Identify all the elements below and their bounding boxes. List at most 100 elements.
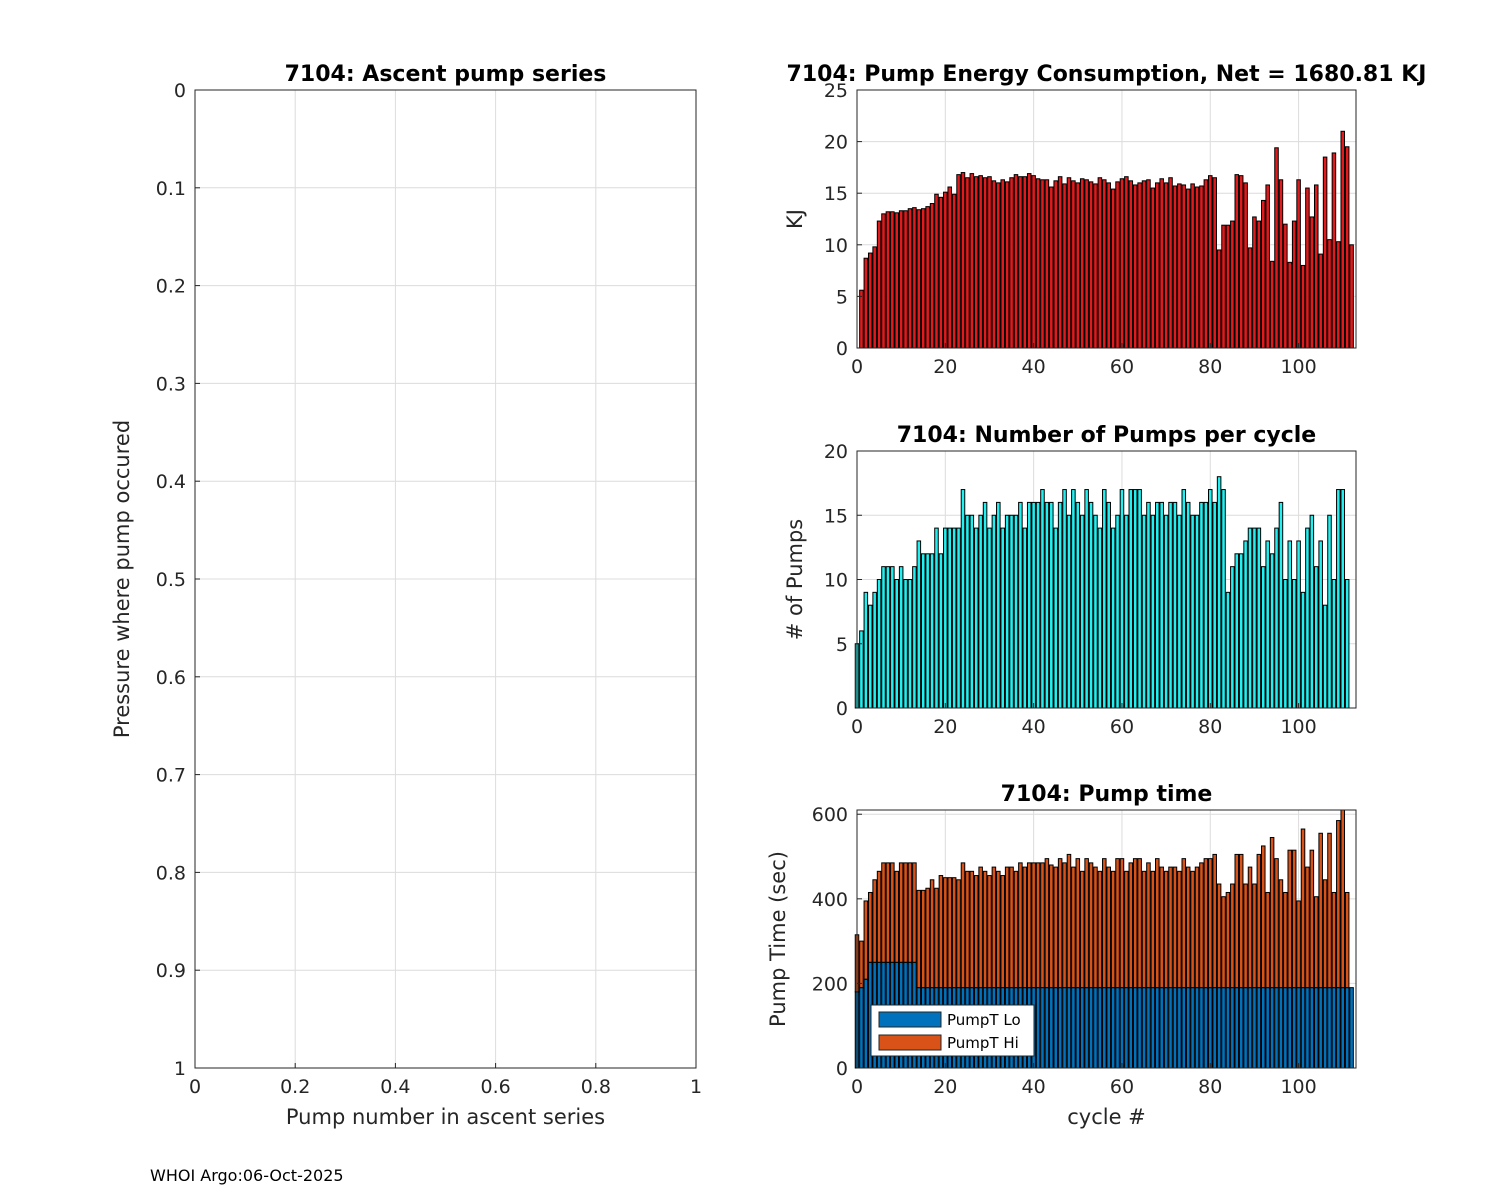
pumptime-ytick-label: 0: [836, 1058, 848, 1080]
pumptime-bar-lo: [1049, 987, 1054, 1069]
pumptime-bar-lo: [1146, 987, 1151, 1069]
energy-bar: [1115, 181, 1120, 349]
energy-bar: [885, 211, 891, 349]
pumptime-bar-hi: [1313, 896, 1319, 989]
pumptime-bar-hi: [934, 887, 939, 989]
energy-bar: [1168, 177, 1173, 349]
energy-bar: [1066, 177, 1072, 349]
pumptime-bar-hi: [1093, 866, 1098, 989]
pumptime-legend: PumpT Lo PumpT Hi: [870, 1004, 1035, 1057]
pumptime-bar-lo: [1287, 987, 1293, 1069]
energy-bar: [1040, 179, 1045, 349]
pumptime-bar-hi: [1079, 870, 1085, 989]
pumps-bar: [1194, 514, 1200, 709]
energy-bar: [1137, 182, 1142, 349]
pumps-bar: [859, 630, 864, 709]
energy-bar: [881, 213, 886, 349]
pumps-bar: [951, 527, 957, 709]
pumptime-bar-hi: [1004, 866, 1010, 989]
energy-bar: [1318, 253, 1323, 349]
pumps-bar: [1132, 489, 1138, 709]
pumptime-bar-hi: [1252, 883, 1257, 989]
pumps-bar: [938, 553, 944, 709]
pumptime-bar-hi: [912, 862, 917, 963]
energy-xtick-label: 40: [1022, 356, 1046, 378]
pumptime-bar-lo: [1044, 987, 1050, 1069]
pumps-ytick-label: 5: [836, 634, 848, 656]
pumptime-bar-hi: [1203, 858, 1209, 989]
energy-bar: [903, 210, 908, 349]
energy-bar: [1102, 179, 1107, 349]
pumptime-bar-lo: [1079, 987, 1085, 1069]
pumps-ytick-label: 10: [824, 570, 848, 592]
pumps-bar: [960, 489, 966, 709]
energy-bar: [1256, 220, 1262, 349]
pumps-bar: [991, 514, 997, 709]
pumptime-bar-hi: [1194, 866, 1200, 989]
pumptime-bar-hi: [1128, 862, 1134, 989]
pumptime-bar-hi: [894, 870, 900, 963]
pumps-bar: [881, 566, 886, 709]
pumps-bar: [1075, 501, 1081, 709]
energy-bar: [996, 182, 1001, 349]
ascent-xtick-label: 0.2: [280, 1076, 310, 1098]
pumptime-bar-hi: [1274, 858, 1279, 989]
energy-bar: [1234, 174, 1240, 349]
pumptime-bar-hi: [1057, 858, 1063, 989]
ascent-ytick-label: 0.6: [156, 667, 186, 689]
pumptime-ytick-label: 600: [812, 804, 848, 826]
pumptime-bar-hi: [859, 940, 864, 989]
pumptime-bar-lo: [1283, 987, 1288, 1069]
pumptime-bar-hi: [1296, 900, 1301, 989]
pumptime-bar-hi: [1102, 858, 1107, 989]
pumps-bar: [916, 540, 922, 709]
energy-bar: [982, 177, 988, 349]
energy-bar: [1132, 184, 1138, 349]
pumptime-bar-lo: [1247, 987, 1253, 1069]
pumptime-bar-lo: [1185, 987, 1191, 1069]
energy-bar: [876, 220, 882, 349]
pumps-title: 7104: Number of Pumps per cycle: [897, 423, 1316, 448]
energy-bar: [1013, 174, 1019, 349]
pumps-bar: [1256, 527, 1262, 709]
pumps-bar: [1172, 501, 1178, 709]
energy-bar: [1194, 186, 1200, 349]
energy-bar: [1327, 239, 1332, 349]
pumptime-bar-hi: [943, 877, 948, 989]
pumptime-bar-hi: [1283, 891, 1288, 989]
pumptime-bar-lo: [1040, 987, 1045, 1069]
pumptime-bar-hi: [973, 875, 979, 989]
ascent-xtick-label: 0: [189, 1076, 201, 1098]
pumps-bar: [1260, 566, 1266, 709]
energy-bar: [1075, 182, 1081, 349]
pumptime-ytick-label: 200: [812, 973, 848, 995]
pumptime-bar-hi: [1340, 809, 1346, 989]
pumptime-bar-lo: [1075, 987, 1081, 1069]
pumptime-bar-hi: [929, 879, 935, 989]
pumps-bar: [1093, 514, 1098, 709]
pumptime-bar-lo: [1124, 987, 1129, 1069]
pumps-bar: [898, 566, 904, 709]
pumps-bar: [1106, 501, 1111, 709]
pumptime-bar-lo: [1269, 987, 1275, 1069]
ascent-ytick-label: 0.1: [156, 178, 186, 200]
pumptime-xtick-label: 40: [1022, 1076, 1046, 1098]
pumps-bar: [965, 514, 970, 709]
pumptime-bar-hi: [1053, 866, 1058, 989]
pumptime-bar-hi: [1287, 849, 1293, 989]
pumptime-bar-lo: [1062, 987, 1067, 1069]
pumptime-axes-frame: [856, 809, 1357, 1069]
ascent-ytick-label: 0.8: [156, 862, 186, 884]
pumptime-bar-hi: [898, 862, 904, 963]
pumps-bar: [1040, 489, 1045, 709]
pumps-bars: [854, 476, 1350, 709]
ascent-ytick-label: 0.2: [156, 276, 186, 298]
energy-bar: [1283, 223, 1288, 349]
pumps-bar: [1265, 540, 1270, 709]
ascent-ytick-label: 0.5: [156, 569, 186, 591]
pumptime-bar-lo: [1168, 987, 1173, 1069]
pumptime-bar-lo: [1322, 987, 1328, 1069]
pumps-bar: [912, 566, 917, 709]
pumptime-bar-hi: [987, 875, 992, 989]
pumptime-bar-hi: [1018, 862, 1023, 989]
